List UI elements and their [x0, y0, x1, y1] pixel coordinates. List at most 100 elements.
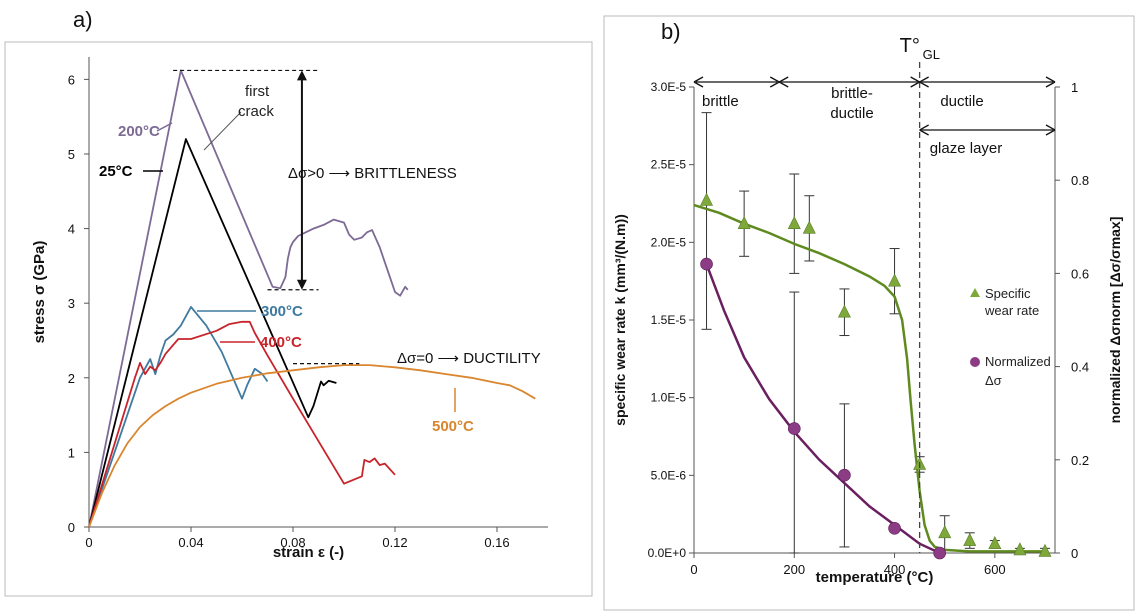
b-x-tick-label: 0 [690, 562, 697, 577]
b-legend-wear-label: Specific [985, 286, 1031, 301]
a-series-line-25c [88, 138, 337, 528]
a-y-axis-title: stress σ (GPa) [31, 241, 48, 344]
panel-a-frame [4, 41, 593, 597]
panel-a-label: a) [73, 7, 93, 32]
b-wear-point [837, 304, 851, 318]
b-y-tick-label: 0.0E+0 [648, 546, 687, 560]
b-region-arrow-brittle-ductile-head-left [778, 76, 789, 88]
panel-a-series [88, 69, 536, 528]
b-region-arrow-ductile-head-left [919, 76, 929, 88]
b-region-label-brittle-ductile: brittle- [831, 85, 873, 102]
b-wear-point [700, 192, 714, 206]
b-legend-wear-marker [970, 288, 980, 297]
b-y-axis-title: specific wear rate k (mm³/(N.m)) [612, 214, 628, 426]
b-y2-axis-title: normalized Δσnorm [Δσ/σmax] [1107, 217, 1123, 424]
b-legend-norm-label-2: Δσ [985, 373, 1002, 388]
a-x-tick-label: 0.12 [382, 535, 407, 550]
b-y-tick-label: 5.0E-6 [651, 468, 687, 482]
b-y-tick-label: 2.5E-5 [651, 158, 687, 172]
b-region-arrow-glaze-head-left [919, 124, 929, 136]
a-series-line-500c [88, 364, 536, 528]
b-y-tick-label: 3.0E-5 [651, 80, 687, 94]
b-wear-point [963, 532, 977, 546]
a-y-tick-label: 3 [68, 296, 75, 311]
panel-b-label: b) [661, 19, 681, 44]
a-x-axis-title: strain ε (-) [273, 544, 344, 561]
a-first-crack-label-2: crack [238, 103, 274, 120]
a-x-tick-label: 0.04 [178, 535, 203, 550]
panel-b-axes: 0 200 400 600 0.0E+0 5.0E-6 1.0E-5 1.5E-5 2.0E-5… [612, 80, 1123, 586]
a-series-label-25c: 25°C [99, 163, 133, 180]
panel-b-series [693, 112, 1052, 560]
b-y2-tick-label: 0.4 [1071, 360, 1089, 375]
a-arrow-head-down [296, 279, 307, 290]
b-y2-tick-label: 1 [1071, 80, 1078, 95]
a-first-crack-pointer [203, 111, 242, 151]
b-region-label-ductile: ductile [940, 93, 983, 110]
b-wear-point [1013, 542, 1027, 556]
b-wear-point [802, 220, 816, 234]
b-wear-point [737, 216, 751, 229]
a-series-label-200c: 200°C [118, 123, 160, 140]
b-y-tick-label: 1.0E-5 [651, 391, 687, 405]
a-brittleness-label: Δσ>0 ⟶ BRITTLENESS [288, 165, 457, 182]
b-legend-wear-label-2: wear rate [984, 303, 1039, 318]
b-transition-label: T° [900, 35, 920, 57]
b-norm-point [838, 468, 851, 482]
a-series-label-300c: 300°C [261, 303, 303, 320]
b-wear-point [1038, 543, 1052, 557]
b-region-arrow-ductile-head-right [1045, 76, 1056, 88]
a-series-line-400c [88, 320, 396, 528]
a-y-tick-label: 1 [68, 445, 75, 460]
b-legend-norm-marker [970, 357, 980, 367]
b-wear-point [787, 216, 801, 229]
panel-b-frame [603, 15, 1135, 611]
b-norm-point [700, 257, 713, 271]
panel-a-annotations: first crack Δσ>0 ⟶ BRITTLENESS Δσ=0 ⟶ DUCTI… [99, 69, 541, 435]
b-y2-tick-label: 0.2 [1071, 453, 1089, 468]
a-y-tick-label: 5 [68, 147, 75, 162]
b-x-tick-label: 600 [984, 562, 1006, 577]
b-y2-tick-label: 0.6 [1071, 266, 1089, 281]
b-x-tick-label: 200 [783, 562, 805, 577]
b-y-tick-label: 2.0E-5 [651, 235, 687, 249]
a-series-label-500c: 500°C [432, 418, 474, 435]
b-norm-fit-curve [705, 263, 941, 555]
b-region-arrow-brittle-ductile-head-right [910, 76, 920, 88]
b-region-arrow-glaze-head-right [1045, 124, 1056, 136]
a-y-tick-label: 2 [68, 371, 75, 386]
a-x-tick-label: 0.16 [484, 535, 509, 550]
a-x-tick-label: 0.08 [280, 535, 305, 550]
a-arrow-head-up [296, 70, 307, 81]
a-series-line-200c [88, 69, 409, 528]
a-y-tick-label: 4 [68, 222, 75, 237]
a-series-label-pointer [156, 122, 173, 132]
b-y2-tick-label: 0 [1071, 546, 1078, 561]
panel-a-axes: 0 0.04 0.08 0.12 0.16 0 1 2 3 4 5 6 strain ε (-) stre… [31, 57, 548, 561]
b-x-axis-title: temperature (°C) [816, 569, 934, 586]
b-x-tick-label: 400 [884, 562, 906, 577]
b-region-arrow-brittle-head-right [769, 76, 780, 88]
b-wear-point [938, 525, 952, 539]
b-region-label-glaze: glaze layer [930, 140, 1003, 157]
b-y2-tick-label: 0.8 [1071, 173, 1089, 188]
b-norm-point [933, 546, 946, 560]
b-transition-sub: GL [923, 47, 940, 62]
b-y-tick-label: 1.5E-5 [651, 313, 687, 327]
panel-b-annotations: T° GL brittle brittle-ductile ductile glaze l… [693, 35, 1056, 553]
b-wear-point [888, 273, 902, 287]
b-region-label-brittle: brittle [702, 93, 739, 110]
b-legend-norm-label: Normalized [985, 354, 1051, 369]
a-series-label-400c: 400°C [260, 334, 302, 351]
b-region-label-brittle-ductile-2: ductile [830, 105, 873, 122]
a-ductility-label: Δσ=0 ⟶ DUCTILITY [397, 350, 541, 367]
a-x-tick-label: 0 [85, 535, 92, 550]
b-wear-point [988, 536, 1002, 549]
a-y-tick-label: 0 [68, 520, 75, 535]
a-first-crack-label: first [245, 83, 270, 100]
b-norm-point [787, 422, 801, 435]
b-norm-point [888, 522, 901, 535]
b-region-arrow-brittle-head-left [693, 76, 704, 88]
a-y-tick-label: 6 [68, 72, 75, 87]
